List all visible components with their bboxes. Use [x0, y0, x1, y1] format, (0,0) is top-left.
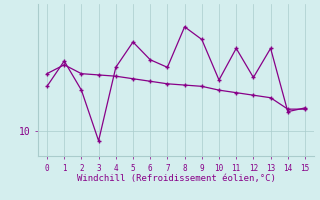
X-axis label: Windchill (Refroidissement éolien,°C): Windchill (Refroidissement éolien,°C) [76, 174, 276, 183]
